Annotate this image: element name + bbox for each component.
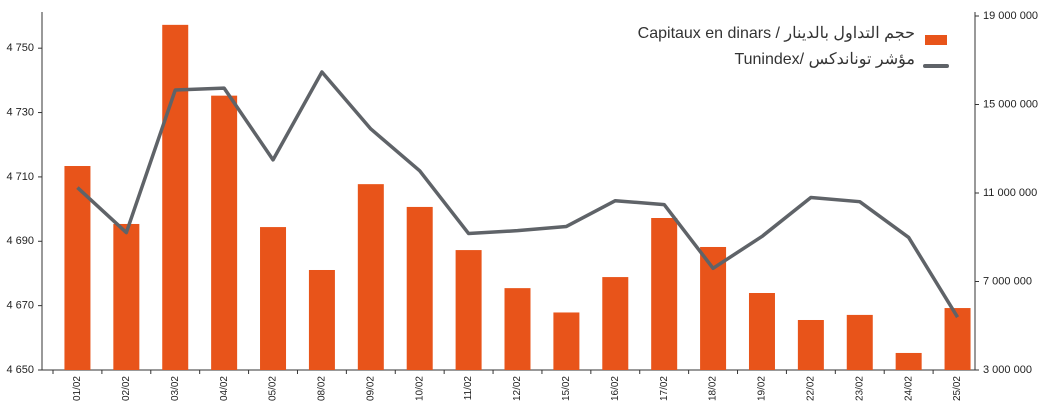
y-tick-label: 4 730 [6, 106, 34, 118]
x-tick-label: 17/02 [659, 376, 670, 401]
y2-tick-label: 3 000 000 [983, 364, 1032, 376]
y-tick-label: 4 650 [6, 364, 34, 376]
bar [797, 319, 824, 370]
bar [504, 288, 531, 370]
bar [602, 277, 629, 370]
bar [944, 308, 971, 370]
x-tick-label: 24/02 [903, 376, 914, 401]
bar [64, 166, 91, 370]
bar [651, 218, 678, 370]
bar [846, 314, 873, 370]
x-tick-label: 23/02 [854, 376, 865, 401]
x-tick-label: 10/02 [414, 376, 425, 401]
x-tick-label: 11/02 [463, 376, 474, 401]
bar [162, 24, 189, 370]
x-tick-label: 09/02 [365, 376, 376, 401]
bar [455, 250, 482, 370]
legend-label: Capitaux en dinars / حجم التداول بالدينا… [638, 25, 915, 42]
x-tick-label: 08/02 [317, 376, 328, 401]
x-tick-label: 22/02 [806, 376, 817, 401]
y2-tick-label: 19 000 000 [983, 10, 1038, 22]
bar [211, 95, 238, 371]
x-tick-label: 25/02 [952, 376, 963, 401]
y2-tick-label: 15 000 000 [983, 98, 1038, 110]
y2-tick-label: 7 000 000 [983, 275, 1032, 287]
x-tick-label: 15/02 [561, 376, 572, 401]
bar [308, 269, 335, 370]
legend-label: Tunindex/ مؤشر توناندكس [734, 51, 915, 68]
y-tick-label: 4 690 [6, 235, 34, 247]
bar [406, 206, 433, 370]
x-tick-label: 16/02 [610, 376, 621, 401]
legend-swatch [925, 35, 947, 45]
bar [748, 293, 775, 370]
y-tick-label: 4 670 [6, 300, 34, 312]
x-tick-label: 03/02 [170, 376, 181, 401]
bar [113, 223, 140, 370]
x-tick-label: 19/02 [757, 376, 768, 401]
bar [357, 184, 384, 370]
bar [895, 352, 922, 370]
y-tick-label: 4 710 [6, 171, 34, 183]
line [76, 70, 960, 319]
x-tick-label: 12/02 [512, 376, 523, 401]
x-tick-label: 05/02 [268, 376, 279, 401]
y-tick-label: 4 750 [6, 42, 34, 54]
x-tick-label: 18/02 [708, 376, 719, 401]
y2-tick-label: 11 000 000 [983, 187, 1037, 199]
bar [260, 227, 287, 370]
x-tick-label: 02/02 [121, 376, 132, 401]
bar [553, 312, 580, 370]
x-tick-label: 01/02 [72, 376, 83, 401]
x-tick-label: 04/02 [219, 376, 230, 401]
